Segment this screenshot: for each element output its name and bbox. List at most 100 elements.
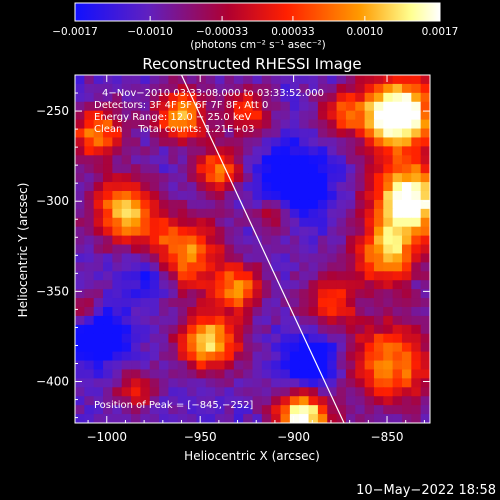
heatmap-cell <box>93 307 104 317</box>
heatmap-cell <box>215 208 226 219</box>
heatmap-cell <box>355 173 366 183</box>
heatmap-cell <box>327 307 338 317</box>
heatmap-cell <box>112 396 123 406</box>
heatmap-cell <box>121 369 132 379</box>
heatmap-cell <box>103 217 113 228</box>
heatmap-cell <box>196 92 207 103</box>
heatmap-cell <box>75 226 85 237</box>
heatmap-cell <box>317 414 328 423</box>
heatmap-cell <box>345 173 356 183</box>
heatmap-cell <box>392 271 403 281</box>
heatmap-cell <box>159 396 170 406</box>
heatmap-cell <box>327 351 338 362</box>
heatmap-cell <box>317 405 328 415</box>
heatmap-cell <box>196 155 207 165</box>
heatmap-cell <box>93 199 104 210</box>
heatmap-cell <box>224 315 235 326</box>
heatmap-cell <box>149 298 160 308</box>
heatmap-cell <box>112 155 123 165</box>
heatmap-cell <box>93 83 104 94</box>
heatmap-cell <box>140 128 151 139</box>
heatmap-cell <box>187 199 198 210</box>
heatmap-cell <box>411 173 422 183</box>
heatmap-cell <box>159 369 170 379</box>
heatmap-cell <box>103 387 113 397</box>
heatmap-cell <box>252 414 263 423</box>
heatmap-cell <box>168 191 179 201</box>
heatmap-cell <box>140 119 151 130</box>
heatmap-cell <box>336 83 347 94</box>
heatmap-cell <box>383 164 394 174</box>
heatmap-cell <box>271 253 282 263</box>
heatmap-cell <box>149 333 160 344</box>
heatmap-cell <box>336 262 347 272</box>
heatmap-cell <box>336 244 347 255</box>
heatmap-cell <box>112 83 123 94</box>
heatmap-cell <box>411 315 422 326</box>
heatmap-cell <box>168 173 179 183</box>
heatmap-cell <box>131 280 141 290</box>
heatmap-cell <box>75 369 85 379</box>
heatmap-cell <box>299 378 310 388</box>
heatmap-cell <box>355 396 366 406</box>
heatmap-cell <box>299 110 310 121</box>
heatmap-cell <box>75 101 85 112</box>
heatmap-cell <box>140 280 151 290</box>
heatmap-cell <box>383 333 394 344</box>
heatmap-cell <box>177 128 188 139</box>
heatmap-cell <box>317 396 328 406</box>
heatmap-cell <box>280 173 291 183</box>
heatmap-cell <box>261 262 272 272</box>
heatmap-cell <box>140 351 151 362</box>
heatmap-cell <box>317 360 328 371</box>
heatmap-cell <box>93 75 104 85</box>
heatmap-cell <box>93 128 104 139</box>
heatmap-cell <box>345 217 356 228</box>
heatmap-cell <box>401 226 412 237</box>
heatmap-cell <box>364 414 375 423</box>
heatmap-cell <box>317 83 328 94</box>
heatmap-cell <box>420 405 430 415</box>
heatmap-cell <box>271 289 282 299</box>
heatmap-cell <box>280 414 291 423</box>
heatmap-cell <box>345 271 356 281</box>
heatmap-cell <box>233 155 244 165</box>
heatmap-cell <box>252 289 263 299</box>
heatmap-cell <box>103 146 113 156</box>
heatmap-cell <box>112 173 123 183</box>
heatmap-cell <box>383 137 394 147</box>
heatmap-cell <box>196 280 207 290</box>
heatmap-cell <box>205 298 216 308</box>
heatmap-cell <box>261 101 272 112</box>
heatmap-cell <box>420 83 430 94</box>
heatmap-cell <box>93 315 104 326</box>
colorbar-ticks: −0.0017 −0.0010 −0.00033 0.00033 0.0010 0.001… <box>52 16 458 38</box>
heatmap-cell <box>271 110 282 121</box>
heatmap-cell <box>159 155 170 165</box>
heatmap-cell <box>317 244 328 255</box>
heatmap-cell <box>177 405 188 415</box>
heatmap-cell <box>299 244 310 255</box>
heatmap-cell <box>261 396 272 406</box>
heatmap-cell <box>177 298 188 308</box>
heatmap-cell <box>84 75 95 85</box>
heatmap-cell <box>392 333 403 344</box>
heatmap-cell <box>271 208 282 219</box>
heatmap-cell <box>252 208 263 219</box>
heatmap-cell <box>205 351 216 362</box>
heatmap-cell <box>411 137 422 147</box>
heatmap-cell <box>336 235 347 246</box>
heatmap-cell <box>243 173 254 183</box>
heatmap-cell <box>177 271 188 281</box>
heatmap-cell <box>205 333 216 344</box>
heatmap-cell <box>280 360 291 371</box>
heatmap-cell <box>392 173 403 183</box>
heatmap-cell <box>215 110 226 121</box>
heatmap-cell <box>121 226 132 237</box>
heatmap-cell <box>411 271 422 281</box>
heatmap-cell <box>345 155 356 165</box>
heatmap-cell <box>159 333 170 344</box>
heatmap-cell <box>224 199 235 210</box>
heatmap-cell <box>159 101 170 112</box>
heatmap-cell <box>215 92 226 103</box>
